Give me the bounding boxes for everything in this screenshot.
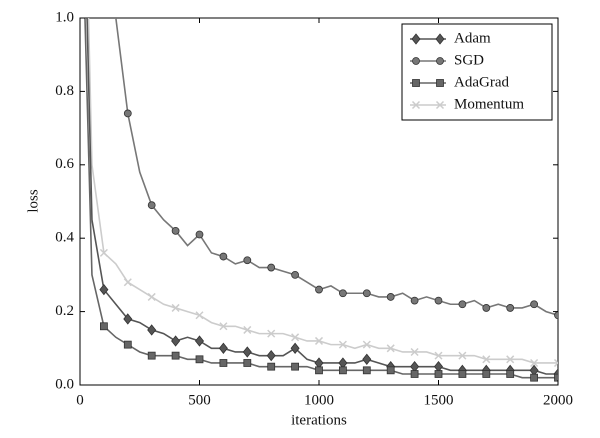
- series-marker: [482, 355, 491, 364]
- series-marker: [362, 353, 372, 365]
- series-marker: [315, 285, 323, 294]
- series-marker: [266, 349, 276, 362]
- series-marker: [338, 340, 347, 349]
- series-marker: [267, 263, 276, 272]
- y-tick-label: 0.6: [55, 156, 74, 172]
- series-marker: [123, 313, 133, 325]
- series-marker: [194, 335, 205, 347]
- series-marker: [290, 342, 300, 354]
- series-marker: [314, 336, 324, 345]
- series-marker: [434, 370, 443, 378]
- x-tick-label: 500: [188, 392, 211, 408]
- legend-label: Momentum: [454, 96, 524, 112]
- series-marker: [123, 340, 132, 349]
- y-tick-label: 1.0: [55, 9, 74, 25]
- legend-label: Adam: [454, 30, 491, 46]
- series-marker: [267, 362, 276, 371]
- series-marker: [458, 300, 467, 309]
- series-marker: [386, 366, 395, 375]
- legend-marker: [435, 100, 445, 110]
- series-marker: [219, 252, 228, 261]
- series-marker: [362, 289, 371, 298]
- series-marker: [553, 358, 558, 368]
- y-tick-label: 0.0: [55, 376, 74, 392]
- y-axis-label: loss: [25, 189, 41, 213]
- series-marker: [554, 373, 558, 382]
- plot-area: [84, 18, 558, 382]
- legend-marker: [411, 33, 421, 45]
- series-marker: [506, 370, 515, 378]
- legend: Adam SGD AdaGrad Momentum: [401, 23, 553, 121]
- x-tick-label: 2000: [543, 392, 573, 408]
- legend-box: [401, 23, 553, 121]
- series-marker: [506, 355, 515, 364]
- series-marker: [315, 366, 323, 375]
- series-marker: [195, 230, 204, 239]
- legend-marker: [412, 57, 420, 65]
- series-marker: [554, 311, 558, 320]
- x-tick-label: 0: [76, 392, 84, 408]
- series-marker: [482, 304, 491, 312]
- series-marker: [386, 293, 395, 301]
- series-marker: [338, 289, 347, 298]
- legend-marker: [435, 33, 445, 45]
- x-tick-label: 1000: [304, 392, 334, 408]
- series-marker: [482, 370, 491, 378]
- series-marker: [99, 283, 109, 296]
- x-tick-label: 1500: [424, 392, 454, 408]
- series-marker: [458, 351, 467, 360]
- series-marker: [291, 362, 300, 371]
- series-marker: [338, 366, 347, 375]
- series-marker: [171, 226, 180, 235]
- series-marker: [386, 344, 395, 353]
- series-marker: [506, 304, 515, 312]
- series-marker: [171, 351, 180, 360]
- series-marker: [434, 296, 443, 305]
- legend-marker: [436, 79, 444, 87]
- legend-marker: [436, 57, 444, 65]
- series-marker: [219, 322, 228, 331]
- series-marker: [123, 278, 132, 287]
- y-tick-label: 0.2: [55, 303, 74, 319]
- series-marker: [171, 335, 181, 347]
- series-marker: [147, 292, 156, 301]
- series-marker: [291, 333, 300, 342]
- series-marker: [171, 303, 180, 312]
- legend-label: SGD: [454, 52, 484, 68]
- series-marker: [458, 370, 467, 378]
- series-marker: [410, 347, 419, 357]
- series-marker: [242, 346, 252, 358]
- series-marker: [147, 351, 156, 360]
- series-marker: [530, 373, 538, 382]
- legend-marker: [411, 100, 421, 110]
- series-marker: [147, 201, 156, 210]
- legend-label: AdaGrad: [454, 74, 509, 90]
- series-marker: [267, 329, 276, 338]
- series-marker: [218, 342, 228, 354]
- series-marker: [195, 311, 204, 320]
- series-marker: [219, 359, 228, 367]
- y-tick-label: 0.8: [55, 83, 74, 99]
- series-marker: [243, 256, 252, 265]
- series-marker: [530, 358, 539, 368]
- series-marker: [410, 370, 419, 378]
- series-marker: [147, 324, 157, 336]
- y-tick-label: 0.4: [55, 230, 74, 246]
- series-marker: [410, 296, 419, 305]
- series-marker: [123, 109, 132, 118]
- series-marker: [243, 359, 252, 367]
- series-marker: [100, 322, 108, 331]
- series-marker: [291, 270, 300, 279]
- series-marker: [530, 300, 538, 309]
- series-marker: [243, 325, 252, 334]
- series-marker: [362, 366, 371, 375]
- legend-marker: [412, 79, 420, 87]
- series-marker: [434, 351, 443, 360]
- series-marker: [362, 340, 371, 349]
- series-marker: [195, 355, 204, 364]
- series-marker: [99, 248, 108, 257]
- x-axis-label: iterations: [291, 412, 347, 428]
